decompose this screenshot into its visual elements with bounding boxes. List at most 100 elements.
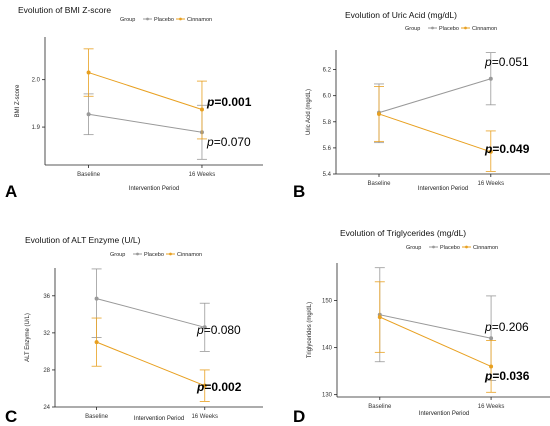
x-tick-label: 16 Weeks xyxy=(189,172,216,178)
chart-panel-c: C Evolution of ALT Enzyme (U/L) Group Place… xyxy=(5,235,263,426)
x-tick-label: Baseline xyxy=(368,404,392,410)
x-axis-label: Intervention Period xyxy=(419,411,469,417)
legend-marker-1 xyxy=(179,17,182,21)
series-line xyxy=(379,316,492,367)
legend-title: Group xyxy=(120,17,135,23)
chart-panel-a: A Evolution of BMI Z-score Group Placebo Cin… xyxy=(5,5,263,201)
y-tick-label: 2.0 xyxy=(32,78,41,84)
x-axis-label: Intervention Period xyxy=(129,186,179,192)
y-tick-label: 6.0 xyxy=(323,94,332,100)
p-value-cinnamon: p=0.002 xyxy=(196,380,242,394)
series-placebo xyxy=(83,93,207,160)
chart-panel-d: D Evolution of Triglycerides (mg/dL) Group… xyxy=(293,228,550,426)
legend: Group Placebo Cinnamon xyxy=(406,245,498,251)
series-line xyxy=(96,341,205,387)
x-tick-label: Baseline xyxy=(85,414,109,420)
data-point xyxy=(94,296,99,301)
data-point xyxy=(202,325,207,330)
chart-title: Evolution of Uric Acid (mg/dL) xyxy=(345,10,457,20)
data-point xyxy=(199,107,204,112)
y-tick-label: 140 xyxy=(322,346,333,352)
series-line xyxy=(378,113,491,153)
legend-marker-0 xyxy=(431,26,434,30)
data-point xyxy=(489,364,494,369)
panel-letter: B xyxy=(293,182,305,201)
legend-label-cinnamon: Cinnamon xyxy=(473,245,498,251)
panel-letter: A xyxy=(5,182,17,201)
legend-label-cinnamon: Cinnamon xyxy=(177,252,202,258)
p-value-prefix: p xyxy=(484,55,492,69)
legend-title: Group xyxy=(110,252,125,258)
data-point xyxy=(489,336,494,341)
series-line xyxy=(96,298,205,328)
chart-title: Evolution of Triglycerides (mg/dL) xyxy=(340,228,466,238)
p-value-prefix: p xyxy=(484,369,492,383)
x-tick-label: Baseline xyxy=(77,172,101,178)
series-line xyxy=(88,72,203,111)
p-value-number: =0.051 xyxy=(492,55,529,69)
chart-title: Evolution of ALT Enzyme (U/L) xyxy=(25,235,141,245)
x-tick-label: 16 Weeks xyxy=(478,404,505,410)
data-point xyxy=(488,76,493,81)
p-value-number: =0.070 xyxy=(214,135,251,149)
legend-label-placebo: Placebo xyxy=(440,245,460,251)
p-value-prefix: p xyxy=(484,142,492,156)
x-axis-label: Intervention Period xyxy=(418,186,468,192)
legend-label-placebo: Placebo xyxy=(154,17,174,23)
series-cinnamon xyxy=(83,48,207,140)
y-tick-label: 28 xyxy=(43,368,50,374)
y-tick-label: 1.9 xyxy=(32,125,41,131)
data-point xyxy=(377,315,382,320)
p-value-prefix: p xyxy=(206,135,214,149)
p-value-number: =0.206 xyxy=(492,320,529,334)
p-value-placebo: p=0.051 xyxy=(484,55,529,69)
data-point xyxy=(488,149,493,154)
series-placebo xyxy=(91,268,210,352)
series-line xyxy=(379,314,492,339)
y-tick-label: 36 xyxy=(43,294,50,300)
legend-title: Group xyxy=(405,26,420,32)
data-point xyxy=(86,112,91,117)
p-value-number: =0.001 xyxy=(214,95,251,109)
p-value-placebo: p=0.080 xyxy=(196,323,241,337)
panel-letter: D xyxy=(293,407,305,426)
p-value-placebo: p=0.070 xyxy=(206,135,251,149)
data-point xyxy=(86,70,91,75)
y-axis-label: BMI Z-score xyxy=(15,84,21,117)
legend-label-placebo: Placebo xyxy=(439,26,459,32)
p-value-number: =0.036 xyxy=(492,369,529,383)
x-tick-label: 16 Weeks xyxy=(478,181,505,187)
y-axis-label: ALT Enzyme (U/L) xyxy=(25,313,31,362)
legend-marker-1 xyxy=(464,26,467,30)
y-tick-label: 5.8 xyxy=(323,120,332,126)
legend: Group Placebo Cinnamon xyxy=(405,26,497,32)
y-tick-label: 130 xyxy=(322,393,333,399)
legend-marker-1 xyxy=(169,252,172,256)
y-tick-label: 5.6 xyxy=(323,146,332,152)
x-tick-label: 16 Weeks xyxy=(191,414,218,420)
y-tick-label: 24 xyxy=(43,405,50,411)
p-value-prefix: p xyxy=(484,320,492,334)
legend-title: Group xyxy=(406,245,421,251)
series-placebo xyxy=(374,52,496,144)
series-cinnamon xyxy=(374,86,496,172)
y-tick-label: 5.4 xyxy=(323,172,332,178)
y-tick-label: 150 xyxy=(322,299,333,305)
y-axis-label: Triglycerides (mg/dL) xyxy=(307,302,313,358)
chart-title: Evolution of BMI Z-score xyxy=(18,5,111,15)
p-value-prefix: p xyxy=(196,323,204,337)
p-value-number: =0.002 xyxy=(204,380,241,394)
legend-marker-0 xyxy=(432,245,435,249)
series-cinnamon xyxy=(91,317,210,402)
chart-panel-b: B Evolution of Uric Acid (mg/dL) Group Plac… xyxy=(293,10,550,201)
p-value-number: =0.080 xyxy=(204,323,241,337)
p-value-placebo: p=0.206 xyxy=(484,320,529,334)
legend-marker-0 xyxy=(146,17,149,21)
series-line xyxy=(378,78,491,114)
series-line xyxy=(88,113,203,133)
data-point xyxy=(377,111,381,116)
legend-label-cinnamon: Cinnamon xyxy=(187,17,212,23)
series-cinnamon xyxy=(374,281,497,393)
legend-marker-1 xyxy=(465,245,468,249)
